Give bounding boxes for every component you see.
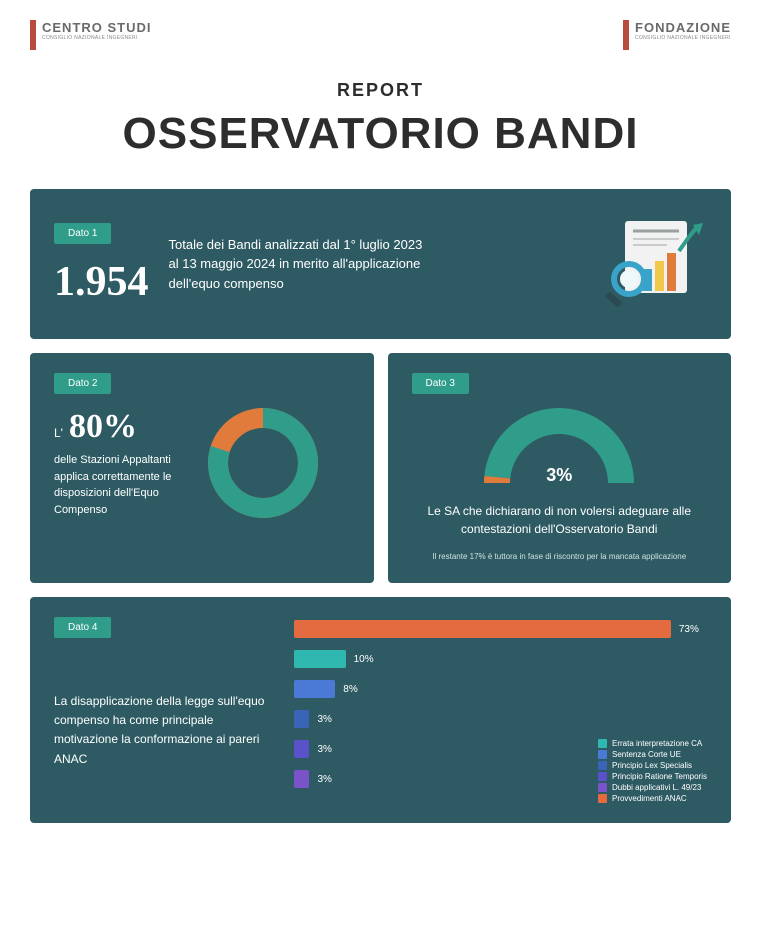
- tag-dato4: Dato 4: [54, 617, 111, 638]
- logo-left-title: CENTRO STUDI: [42, 20, 152, 35]
- dato1-description: Totale dei Bandi analizzati dal 1° lugli…: [169, 235, 429, 294]
- dato4-bar-chart: 73% 10% 8% 3% 3% 3% Errata interpretazione CA…: [294, 617, 707, 797]
- bar: [294, 680, 335, 698]
- panel-dato1: Dato 1 1.954 Totale dei Bandi analizzati…: [30, 189, 731, 339]
- legend-label: Provvedimenti ANAC: [612, 794, 687, 803]
- donut-chart-icon: [208, 408, 318, 523]
- legend-item: Principio Lex Specialis: [598, 761, 707, 770]
- gauge-chart-icon: 3%: [484, 408, 634, 492]
- bar: [294, 740, 309, 758]
- legend-swatch: [598, 750, 607, 759]
- logo-right: FONDAZIONE CONSIGLIO NAZIONALE INGEGNERI: [623, 20, 731, 50]
- logo-left: CENTRO STUDI CONSIGLIO NAZIONALE INGEGNE…: [30, 20, 152, 50]
- panel-dato4: Dato 4 La disapplicazione della legge su…: [30, 597, 731, 823]
- logo-accent-bar: [623, 20, 629, 50]
- dato2-prefix: L': [54, 426, 63, 440]
- legend-swatch: [598, 794, 607, 803]
- report-label: REPORT: [30, 80, 731, 101]
- dato2-percent: 80%: [69, 408, 137, 446]
- bar-row: 8%: [294, 677, 707, 701]
- dato1-number: 1.954: [54, 258, 149, 306]
- bar-value-label: 73%: [679, 624, 699, 635]
- bar: [294, 620, 671, 638]
- bar-row: 3%: [294, 707, 707, 731]
- bar: [294, 770, 309, 788]
- bar-row: 73%: [294, 617, 707, 641]
- legend-item: Provvedimenti ANAC: [598, 794, 707, 803]
- logo-right-title: FONDAZIONE: [635, 20, 731, 35]
- tag-dato3: Dato 3: [412, 373, 469, 394]
- dato3-footnote: Il restante 17% è tuttora in fase di ris…: [412, 552, 708, 561]
- logo-left-subtitle: CONSIGLIO NAZIONALE INGEGNERI: [42, 35, 152, 41]
- logo-accent-bar: [30, 20, 36, 50]
- dato4-legend: Errata interpretazione CA Sentenza Corte …: [598, 737, 707, 803]
- legend-swatch: [598, 783, 607, 792]
- legend-item: Principio Ratione Temporis: [598, 772, 707, 781]
- dato3-percent: 3%: [484, 465, 634, 486]
- bar: [294, 650, 346, 668]
- legend-swatch: [598, 739, 607, 748]
- dato3-description: Le SA che dichiarano di non volersi adeg…: [412, 502, 708, 538]
- bar-value-label: 10%: [354, 654, 374, 665]
- dato4-description: La disapplicazione della legge sull'equo…: [54, 692, 274, 769]
- legend-label: Principio Ratione Temporis: [612, 772, 707, 781]
- legend-label: Principio Lex Specialis: [612, 761, 692, 770]
- bar-row: 10%: [294, 647, 707, 671]
- logo-right-subtitle: CONSIGLIO NAZIONALE INGEGNERI: [635, 35, 731, 41]
- legend-item: Errata interpretazione CA: [598, 739, 707, 748]
- main-title: OSSERVATORIO BANDI: [30, 109, 731, 159]
- title-block: REPORT OSSERVATORIO BANDI: [30, 80, 731, 159]
- dato2-description: delle Stazioni Appaltanti applica corret…: [54, 452, 194, 518]
- bar-value-label: 8%: [343, 684, 357, 695]
- bar-value-label: 3%: [317, 714, 331, 725]
- bar-value-label: 3%: [317, 774, 331, 785]
- legend-label: Errata interpretazione CA: [612, 739, 702, 748]
- tag-dato1: Dato 1: [54, 223, 111, 244]
- legend-swatch: [598, 772, 607, 781]
- legend-item: Sentenza Corte UE: [598, 750, 707, 759]
- analytics-icon: [597, 217, 707, 312]
- panel-dato2: Dato 2 L' 80% delle Stazioni Appaltanti …: [30, 353, 374, 583]
- tag-dato2: Dato 2: [54, 373, 111, 394]
- legend-item: Dubbi applicativi L. 49/23: [598, 783, 707, 792]
- legend-label: Sentenza Corte UE: [612, 750, 681, 759]
- bar-value-label: 3%: [317, 744, 331, 755]
- header: CENTRO STUDI CONSIGLIO NAZIONALE INGEGNE…: [30, 20, 731, 50]
- panel-dato3: Dato 3 3% Le SA che dichiarano di non vo…: [388, 353, 732, 583]
- legend-swatch: [598, 761, 607, 770]
- legend-label: Dubbi applicativi L. 49/23: [612, 783, 701, 792]
- bar: [294, 710, 309, 728]
